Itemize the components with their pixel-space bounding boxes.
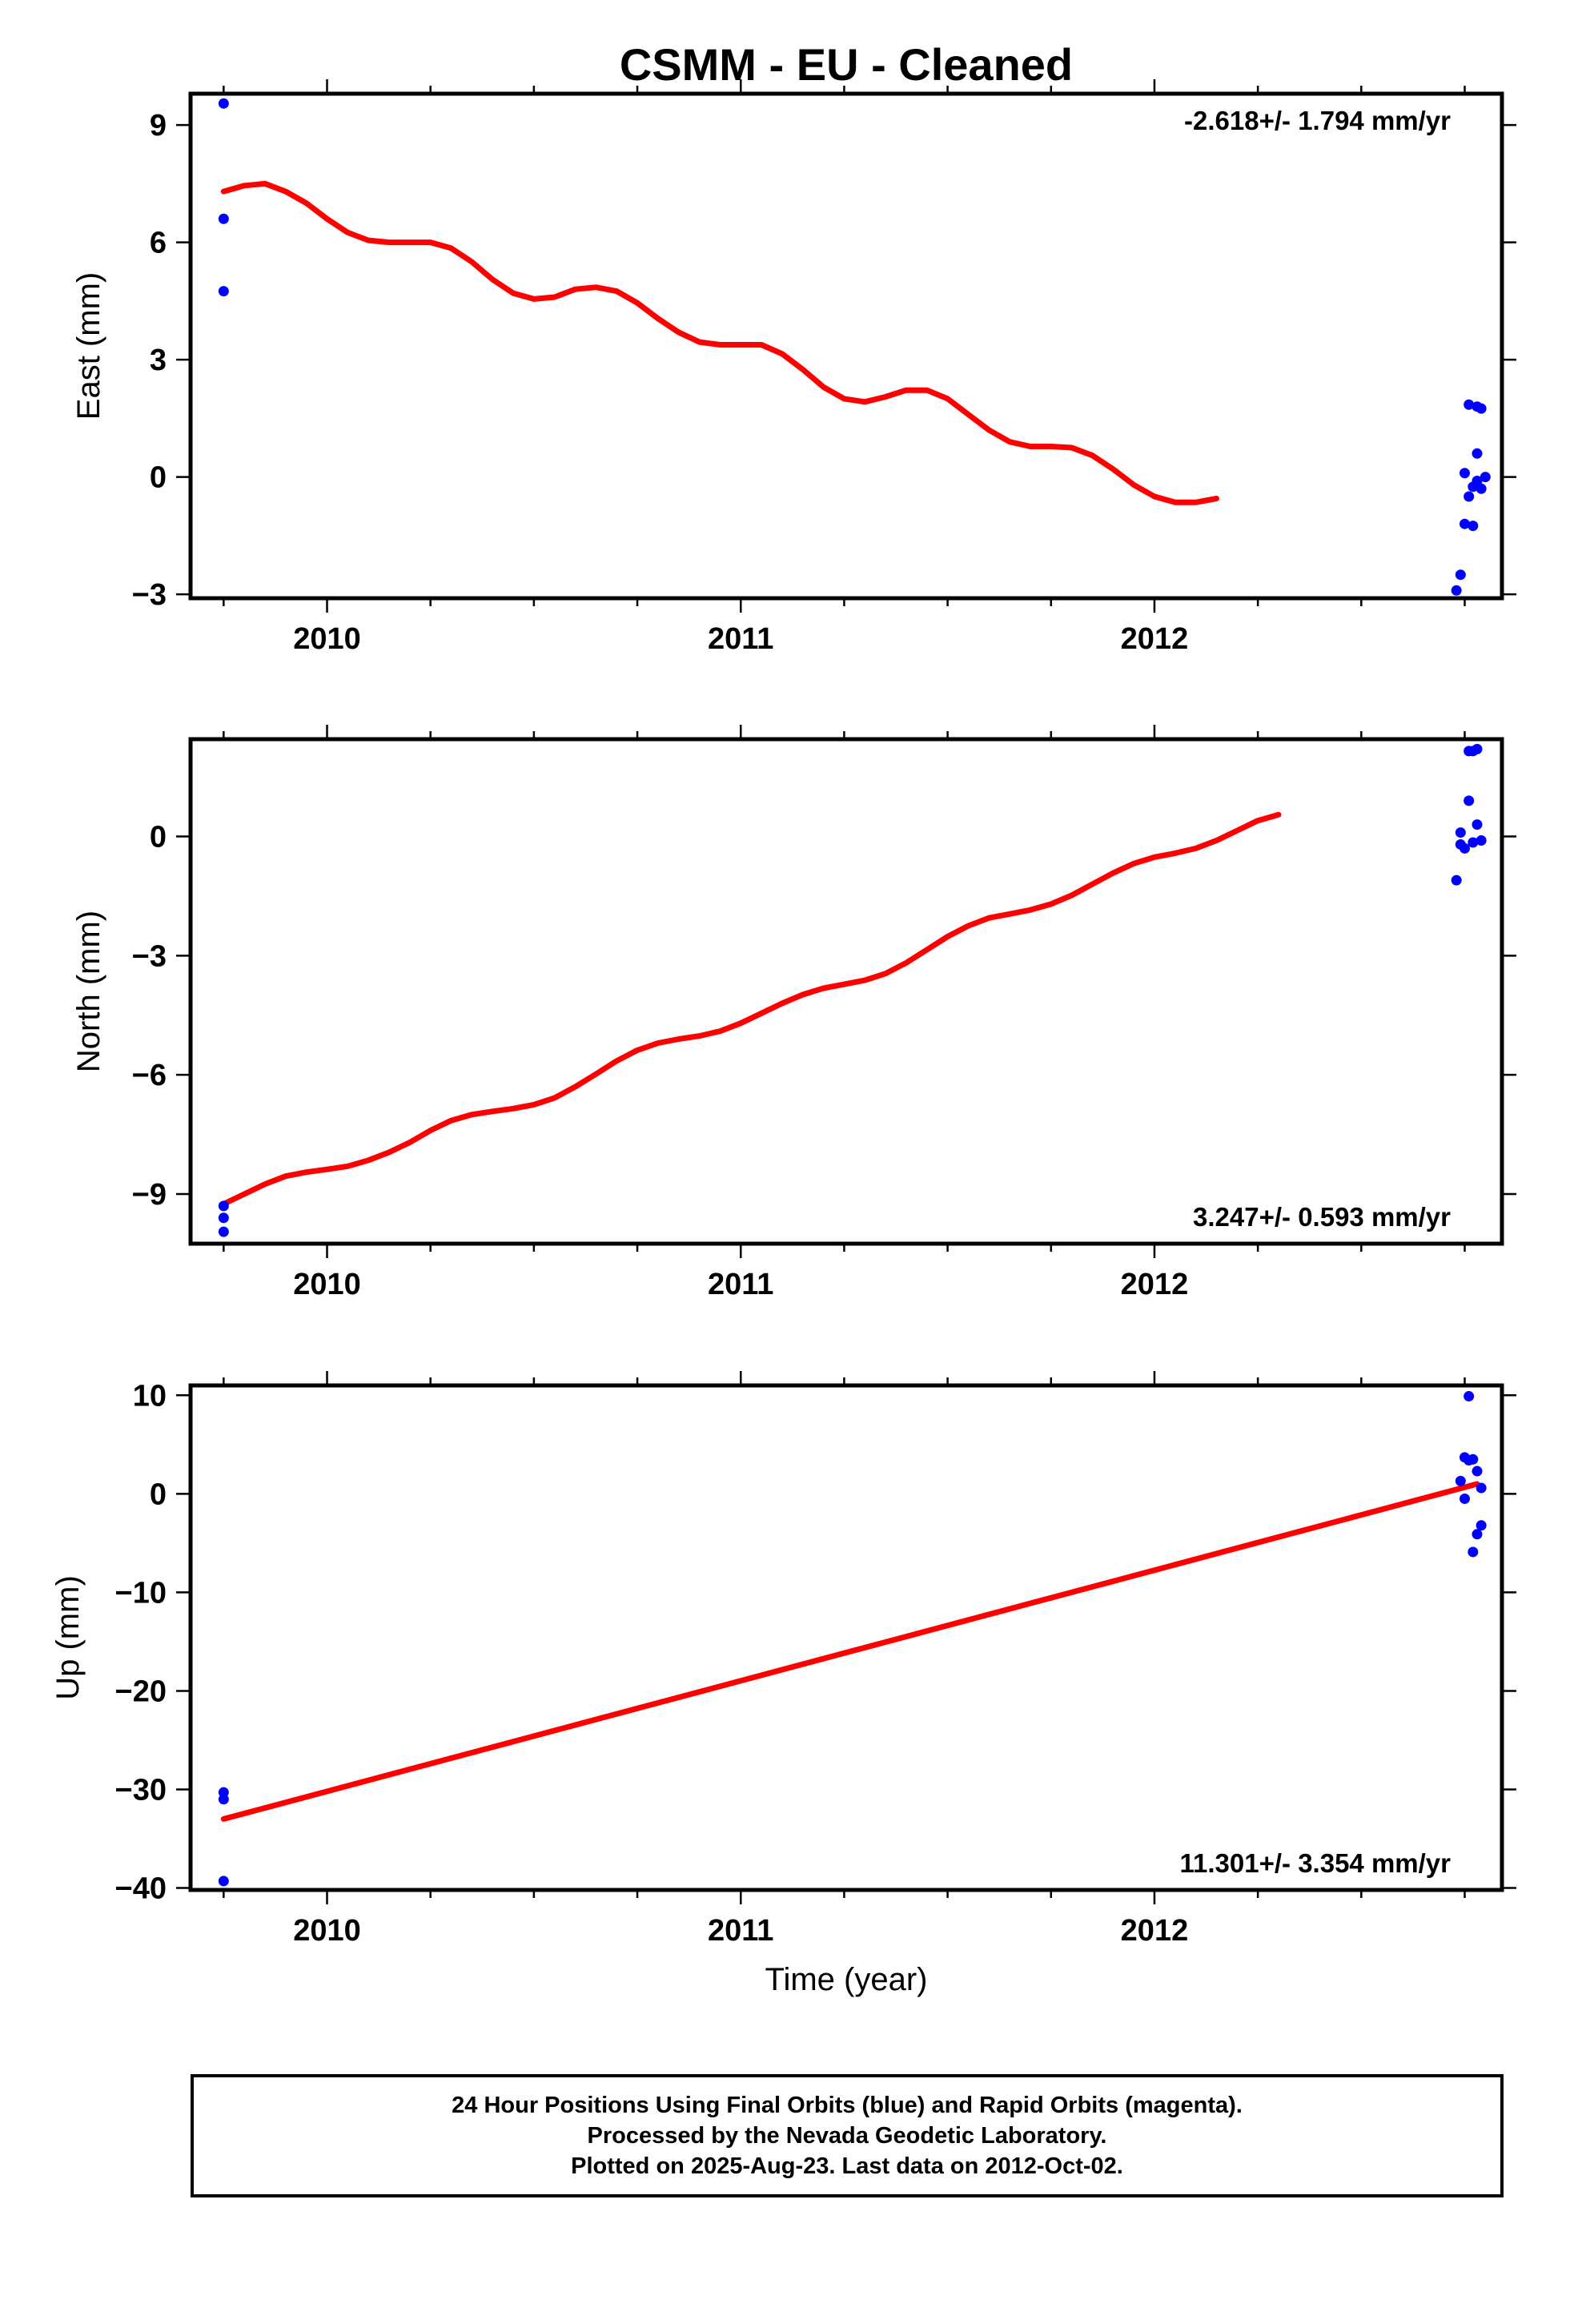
data-point <box>1476 1482 1487 1494</box>
y-tick-label: −9 <box>132 1178 167 1212</box>
data-point <box>1459 1494 1470 1505</box>
data-point <box>218 1794 229 1805</box>
plot-frame <box>188 737 1504 1246</box>
x-tick-label: 2011 <box>708 1914 773 1948</box>
plot-area <box>218 98 1491 596</box>
data-point <box>1476 1520 1487 1531</box>
y-axis-label: Up (mm) <box>50 1575 86 1700</box>
data-point <box>1459 842 1470 854</box>
y-tick-label: 9 <box>150 109 167 143</box>
y-tick-label: 0 <box>150 461 167 495</box>
data-point <box>1472 475 1483 486</box>
data-point <box>1459 518 1470 529</box>
y-axis-label: North (mm) <box>71 911 106 1072</box>
plot-frame <box>188 1383 1504 1892</box>
x-tick-label: 2010 <box>293 1914 361 1948</box>
data-point <box>1476 483 1487 494</box>
footer-note-box: 24 Hour Positions Using Final Orbits (bl… <box>191 2074 1504 2197</box>
data-point <box>1472 819 1483 830</box>
data-point <box>1472 743 1483 754</box>
rate-label: 11.301+/- 3.354 mm/yr <box>1179 1848 1451 1878</box>
data-point <box>1451 875 1462 886</box>
rate-label: 3.247+/- 0.593 mm/yr <box>1193 1202 1451 1232</box>
data-point <box>218 1876 229 1887</box>
x-tick-label: 2010 <box>293 622 361 656</box>
data-point <box>1468 1546 1479 1558</box>
data-point <box>218 1200 229 1212</box>
panel-3: 2010 2011 2012 −40 −30 −20 −10 0 10 Up (mm) 11.301… <box>50 1371 1516 1948</box>
data-point <box>1455 827 1466 838</box>
data-point <box>218 213 229 224</box>
data-point <box>218 1212 229 1224</box>
data-point <box>1468 837 1479 848</box>
footer-line-2: Processed by the Nevada Geodetic Laborat… <box>587 2123 1107 2149</box>
data-point <box>1476 834 1487 846</box>
fit-line <box>220 1481 1480 1822</box>
footer-line-3: Plotted on 2025-Aug-23. Last data on 201… <box>571 2153 1123 2179</box>
fit-line <box>220 180 1219 505</box>
data-point <box>218 286 229 297</box>
data-point <box>218 1226 229 1237</box>
panel-2: 2010 2011 2012 −9 −6 −3 0 North (mm) 3.247+/- 0.… <box>71 725 1516 1301</box>
data-point <box>1455 1475 1466 1486</box>
plot-frame <box>188 91 1504 601</box>
plot-area <box>218 1391 1487 1887</box>
data-point <box>1464 491 1475 502</box>
data-point <box>1476 403 1487 414</box>
x-axis-label: Time (year) <box>765 1962 928 1997</box>
y-tick-label: −40 <box>115 1872 167 1906</box>
x-tick-label: 2011 <box>708 1268 773 1301</box>
y-tick-label: 3 <box>150 344 167 377</box>
data-point <box>1464 1391 1475 1402</box>
x-tick-label: 2012 <box>1121 1268 1189 1301</box>
y-tick-label: 0 <box>150 821 167 854</box>
data-point <box>1451 585 1462 596</box>
y-tick-label: 6 <box>150 227 167 260</box>
data-point <box>218 98 229 109</box>
data-point <box>1464 795 1475 806</box>
y-tick-label: −3 <box>132 578 167 612</box>
x-tick-label: 2012 <box>1121 1914 1189 1948</box>
data-point <box>1468 521 1479 532</box>
chart-title: CSMM - EU - Cleaned <box>620 39 1073 90</box>
data-point <box>1455 569 1466 581</box>
y-tick-label: 10 <box>133 1379 167 1413</box>
data-point <box>1459 468 1470 479</box>
fit-line <box>220 811 1282 1207</box>
data-point <box>1472 448 1483 459</box>
y-tick-label: −20 <box>115 1675 167 1708</box>
y-tick-label: −30 <box>115 1773 167 1807</box>
plot-area <box>218 743 1487 1237</box>
y-tick-label: 0 <box>150 1478 167 1511</box>
panel-1: 2010 2011 2012 −3 0 3 6 9 East (mm) -2.618+/- 1.7… <box>71 79 1516 656</box>
data-point <box>1464 399 1475 410</box>
data-point <box>1480 472 1491 483</box>
data-point <box>1472 1529 1483 1540</box>
x-tick-label: 2010 <box>293 1268 361 1301</box>
y-tick-label: −3 <box>132 939 167 973</box>
x-tick-label: 2012 <box>1121 622 1189 656</box>
footer-line-1: 24 Hour Positions Using Final Orbits (bl… <box>452 2093 1243 2118</box>
y-tick-label: −6 <box>132 1059 167 1092</box>
y-axis-label: East (mm) <box>71 272 106 420</box>
data-point <box>1468 1454 1479 1465</box>
data-point <box>1472 1466 1483 1477</box>
y-tick-label: −10 <box>115 1576 167 1610</box>
x-tick-label: 2011 <box>708 622 773 656</box>
rate-label: -2.618+/- 1.794 mm/yr <box>1184 106 1451 135</box>
